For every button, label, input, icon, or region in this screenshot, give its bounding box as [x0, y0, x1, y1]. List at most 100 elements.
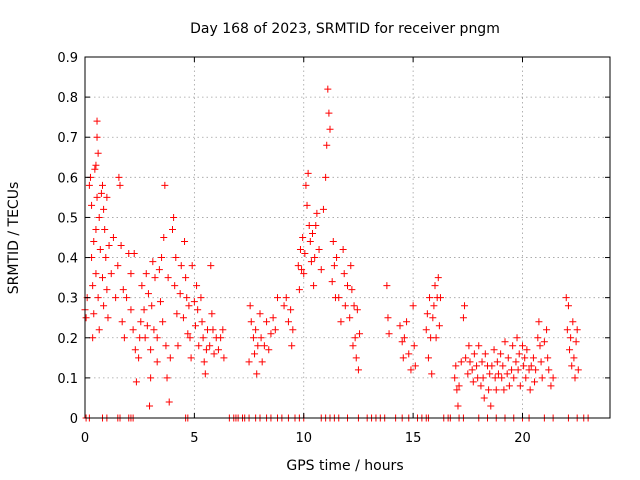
- data-point: [306, 238, 314, 246]
- data-point: [220, 354, 228, 362]
- data-point: [103, 286, 111, 294]
- data-point: [339, 246, 347, 254]
- data-point: [545, 366, 553, 374]
- data-point: [532, 366, 540, 374]
- data-point: [354, 366, 362, 374]
- data-point: [493, 358, 501, 366]
- data-point: [117, 242, 125, 250]
- data-point: [549, 374, 557, 382]
- data-point: [93, 117, 101, 125]
- data-point: [353, 306, 361, 314]
- data-point: [567, 334, 575, 342]
- data-point: [568, 362, 576, 370]
- data-point: [399, 354, 407, 362]
- data-point: [513, 334, 521, 342]
- data-point: [325, 109, 333, 117]
- data-point: [384, 314, 392, 322]
- data-point: [487, 402, 495, 410]
- data-point: [564, 302, 572, 310]
- data-point: [410, 342, 418, 350]
- data-point: [165, 398, 173, 406]
- data-point: [177, 262, 185, 270]
- data-point: [454, 402, 462, 410]
- data-point: [299, 234, 307, 241]
- data-point: [429, 314, 437, 322]
- y-tick-label: 0.1: [57, 372, 78, 387]
- data-point: [473, 362, 481, 370]
- data-point: [529, 354, 537, 362]
- data-point: [92, 270, 100, 278]
- data-point: [199, 334, 207, 342]
- data-point: [492, 386, 500, 394]
- data-point: [129, 326, 137, 334]
- data-point: [515, 350, 523, 358]
- data-point: [115, 173, 123, 181]
- data-point: [194, 306, 202, 314]
- data-point: [309, 229, 316, 237]
- data-point: [119, 286, 127, 294]
- data-point: [356, 330, 364, 338]
- data-point: [214, 346, 222, 354]
- y-axis-label: SRMTID / TECUs: [6, 182, 22, 295]
- data-point: [163, 374, 171, 382]
- data-point: [426, 294, 434, 302]
- data-point: [501, 338, 509, 346]
- data-point: [209, 326, 217, 334]
- data-point: [147, 346, 155, 354]
- data-point: [147, 374, 155, 382]
- data-point: [500, 386, 508, 394]
- data-point: [280, 302, 288, 310]
- data-point: [116, 181, 124, 189]
- data-point: [563, 326, 571, 334]
- data-point: [522, 374, 530, 382]
- data-point: [158, 254, 166, 262]
- data-point: [137, 318, 145, 326]
- data-point: [311, 254, 319, 262]
- data-point: [166, 354, 174, 362]
- data-point: [289, 326, 297, 334]
- data-point: [144, 290, 152, 298]
- data-point: [348, 286, 356, 294]
- data-point: [198, 318, 206, 326]
- data-point: [477, 382, 485, 390]
- data-point: [537, 358, 545, 366]
- data-point: [423, 310, 431, 318]
- data-point: [141, 334, 149, 342]
- data-point: [459, 314, 467, 322]
- data-point: [114, 262, 122, 270]
- data-point: [400, 334, 408, 342]
- data-point: [480, 394, 488, 402]
- data-point: [538, 374, 546, 382]
- data-point: [322, 173, 330, 181]
- data-point: [207, 262, 215, 270]
- data-point: [249, 334, 257, 342]
- data-point: [159, 318, 167, 326]
- data-point: [333, 254, 341, 262]
- data-point: [260, 342, 268, 350]
- data-point: [508, 366, 516, 374]
- data-point: [494, 370, 502, 378]
- data-point: [455, 382, 463, 390]
- data-point: [431, 282, 439, 290]
- grid: [85, 57, 610, 418]
- data-point: [265, 346, 273, 354]
- data-point: [246, 302, 254, 310]
- data-point: [514, 366, 522, 374]
- data-point: [91, 165, 99, 173]
- data-point: [488, 362, 496, 370]
- x-tick-label: 15: [405, 431, 422, 446]
- axis-ticks: 0 0.1 0.2 0.3 0.4 0.5 0.6 0.7 0.8 0.9 0 5 10 15 20: [57, 51, 610, 446]
- data-point: [186, 334, 194, 342]
- data-point: [544, 354, 552, 362]
- data-point: [92, 225, 100, 233]
- data-point: [109, 234, 117, 241]
- data-point: [481, 350, 489, 358]
- y-tick-label: 0: [70, 412, 78, 427]
- data-point: [521, 354, 529, 362]
- data-point: [219, 326, 227, 334]
- data-point: [195, 342, 203, 350]
- data-point: [107, 270, 115, 278]
- y-tick-label: 0.9: [57, 51, 78, 66]
- data-point: [462, 354, 470, 362]
- data-point: [102, 254, 110, 262]
